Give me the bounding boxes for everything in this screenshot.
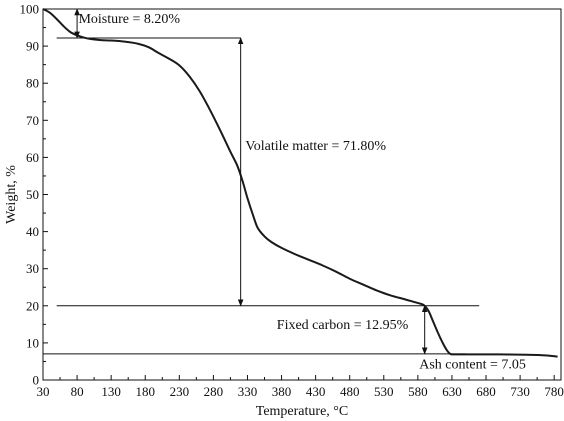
annotation-label: Fixed carbon = 12.95%	[277, 318, 409, 333]
x-tick-label: 580	[408, 384, 428, 399]
y-tick-label: 80	[26, 76, 39, 91]
x-tick-label: 230	[170, 384, 190, 399]
plot-area	[42, 8, 558, 358]
x-tick-label: 780	[544, 384, 564, 399]
x-tick-label: 30	[37, 384, 50, 399]
y-tick-label: 0	[33, 373, 40, 388]
y-axis-title: Weight, %	[4, 165, 19, 224]
y-tick-label: 60	[26, 150, 39, 165]
y-tick-label: 30	[26, 261, 39, 276]
x-tick-label: 280	[204, 384, 224, 399]
y-tick-label: 40	[26, 224, 39, 239]
y-tick-label: 100	[20, 2, 40, 17]
y-tick-label: 90	[26, 39, 39, 54]
annotation-label: Moisture = 8.20%	[78, 12, 180, 27]
annotations: Moisture = 8.20% Volatile matter = 71.80%…	[74, 8, 526, 372]
x-tick-label: 730	[510, 384, 530, 399]
weight-loss-curve	[42, 8, 558, 358]
annotation-label: Ash content = 7.05	[419, 357, 526, 372]
x-tick-label: 430	[306, 384, 326, 399]
x-tick-label: 330	[238, 384, 258, 399]
y-tick-label: 70	[26, 113, 39, 128]
x-tick-label: 80	[71, 384, 84, 399]
y-tick-label: 50	[26, 187, 39, 202]
x-tick-label: 530	[374, 384, 394, 399]
y-tick-label: 10	[26, 335, 39, 350]
annotation-label: Volatile matter = 71.80%	[245, 139, 386, 154]
y-tick-label: 20	[26, 298, 39, 313]
x-tick-label: 130	[101, 384, 121, 399]
x-tick-label: 180	[135, 384, 155, 399]
x-tick-label: 380	[272, 384, 292, 399]
x-tick-label: 680	[476, 384, 496, 399]
x-tick-label: 630	[442, 384, 462, 399]
axes: 30 80 130 180 230 280 330 380 430 480 530 580 630 680…	[20, 2, 564, 400]
x-tick-label: 480	[340, 384, 360, 399]
x-axis-title: Temperature, °C	[256, 404, 348, 419]
